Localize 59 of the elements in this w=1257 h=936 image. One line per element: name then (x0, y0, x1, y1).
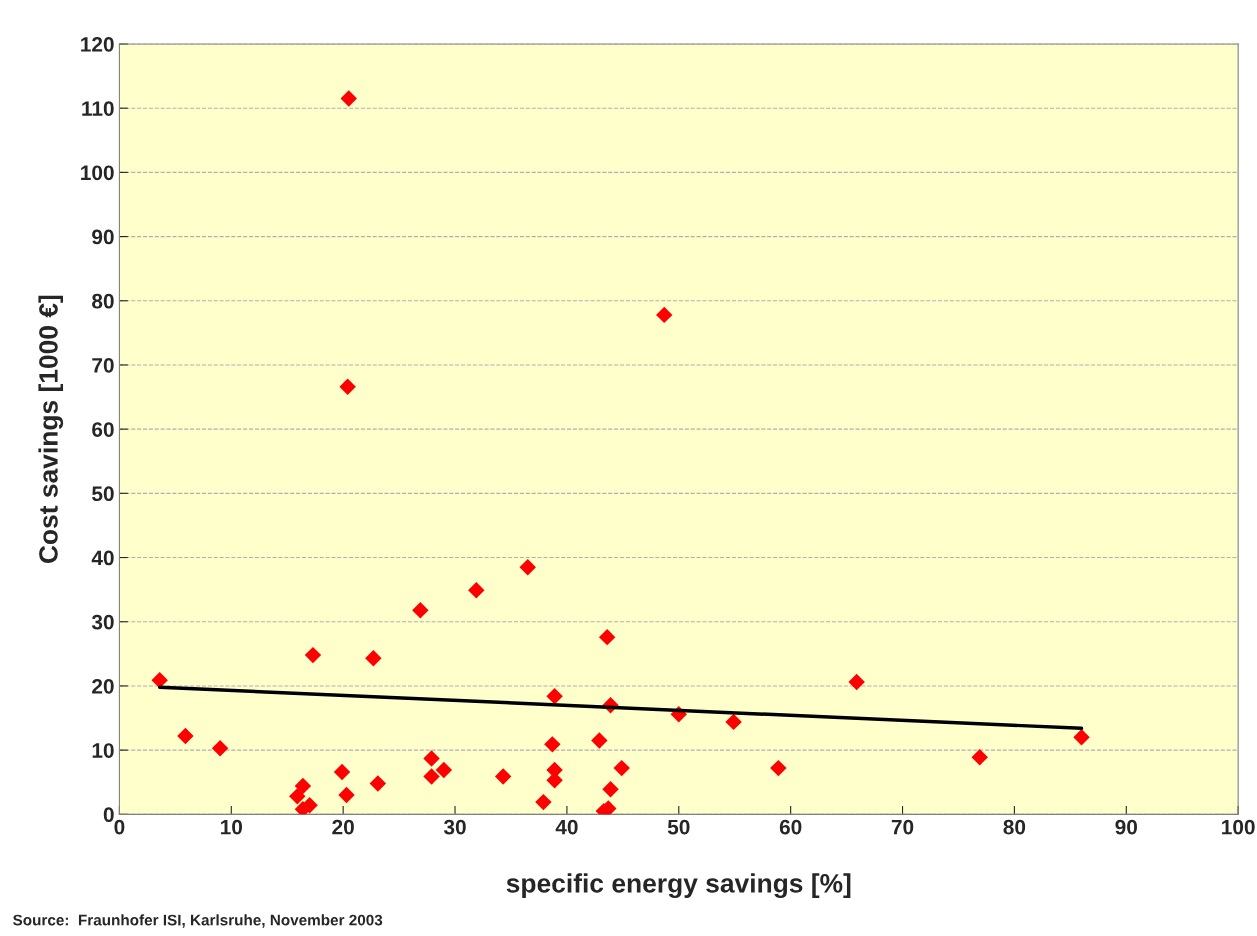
y-tick-label: 70 (92, 357, 114, 373)
x-tick-label: 30 (443, 819, 466, 835)
point (519, 558, 536, 576)
point (1073, 729, 1090, 746)
y-tick-label: 10 (92, 743, 114, 758)
y-tick-label: 0 (103, 807, 114, 823)
point (423, 750, 440, 767)
point (544, 736, 561, 753)
x-axis-title: specific energy savings [%] (506, 873, 851, 899)
point (613, 759, 630, 777)
point (770, 759, 787, 777)
point (365, 650, 382, 667)
point (435, 761, 453, 779)
point (468, 582, 485, 599)
point (602, 781, 619, 798)
y-tick-label: 20 (92, 678, 114, 694)
point (211, 739, 229, 757)
y-tick-label: 30 (91, 614, 114, 630)
point (294, 777, 312, 795)
x-tick-label: 20 (332, 819, 354, 835)
y-tick-label: 90 (92, 229, 114, 245)
y-tick-label: 110 (82, 101, 114, 116)
point (535, 793, 552, 811)
x-tick-label: 50 (667, 819, 690, 835)
point (412, 601, 429, 619)
source-note: Source: Fraunhofer ISI, Karlsruhe, November 2003 (13, 914, 383, 928)
point (340, 90, 357, 107)
x-tick-label: 10 (221, 819, 243, 835)
point (338, 786, 355, 804)
y-tick-label: 120 (81, 36, 114, 52)
y-axis-title: Cost savings [1000 €] (38, 295, 64, 563)
point (177, 727, 194, 745)
x-tick-label: 70 (891, 819, 914, 835)
point (289, 788, 306, 805)
point (546, 687, 563, 705)
point (339, 378, 356, 395)
point (598, 628, 616, 646)
y-tick-label: 50 (92, 486, 114, 502)
point (656, 306, 673, 324)
point (423, 768, 440, 785)
x-tick-label: 40 (555, 819, 578, 835)
point (304, 646, 322, 664)
point (494, 768, 512, 785)
x-tick-label: 90 (1115, 819, 1138, 835)
point (848, 673, 865, 691)
y-tick-label: 80 (92, 293, 114, 309)
point (333, 763, 351, 781)
x-tick-label: 60 (779, 819, 802, 835)
point (591, 732, 608, 749)
point (151, 671, 168, 689)
y-tick-label: 60 (92, 422, 114, 437)
point (971, 748, 988, 766)
point (369, 775, 387, 792)
x-tick-label: 0 (114, 819, 125, 835)
y-tick-label: 100 (81, 165, 114, 181)
point (725, 713, 742, 731)
x-tick-label: 100 (1222, 819, 1255, 835)
y-tick-label: 40 (91, 550, 114, 566)
x-tick-label: 80 (1003, 819, 1026, 835)
